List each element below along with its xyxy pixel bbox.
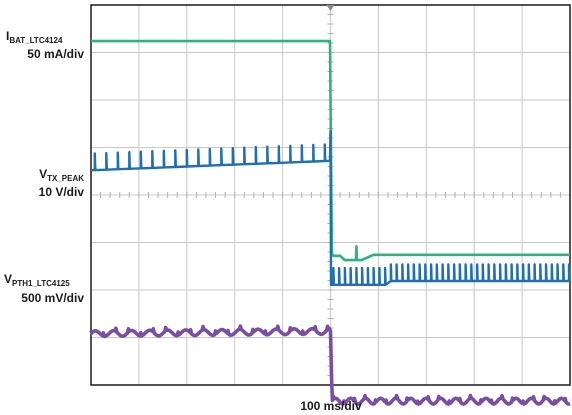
vtx-label: VTX_PEAK [39,167,84,183]
ibat-label-main: I [6,29,9,43]
trigger-marker [326,5,335,11]
trigger-marker-arrow [326,5,335,11]
vpth1-label-main: V [4,272,12,286]
ibat-label-sub: BAT_LTC4124 [9,36,63,45]
vtx-label-sub: TX_PEAK [47,174,84,183]
vtx-trace [90,130,571,286]
ibat-scale: 50 mA/div [27,47,84,61]
vpth1-scale: 500 mV/div [21,291,84,305]
ibat-label: IBAT_LTC4124 [6,29,63,45]
vpth1-label-sub: PTH1_LTC4125 [12,279,70,288]
ibat-trace [91,39,570,262]
vtx-scale: 10 V/div [39,185,85,199]
x-axis-label: 100 ms/div [300,399,362,413]
vtx-label-main: V [39,167,47,181]
trace-group [89,39,571,406]
vpth1-label: VPTH1_LTC4125 [4,272,70,288]
vpth1-trace [89,324,571,406]
